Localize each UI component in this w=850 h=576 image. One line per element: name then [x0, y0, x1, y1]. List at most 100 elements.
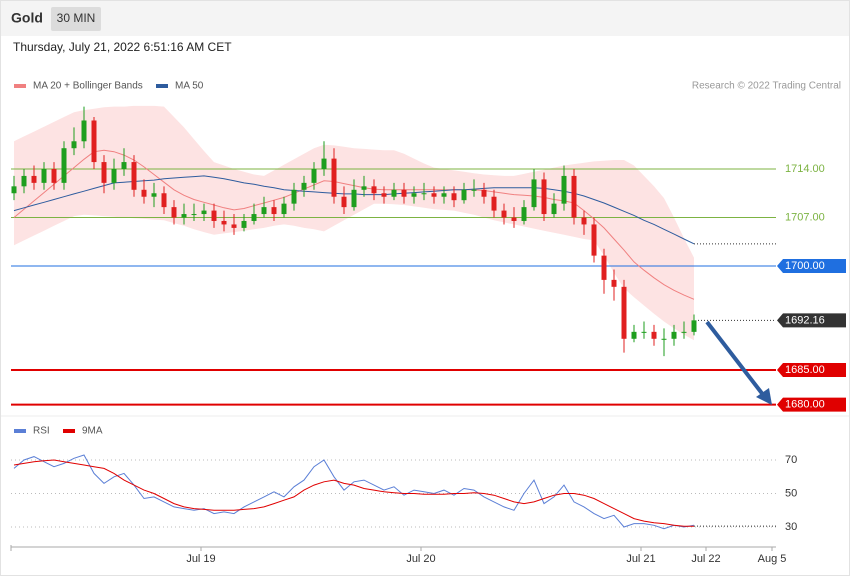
candle-body [281, 203, 287, 215]
bollinger-band [14, 105, 694, 341]
candle-body [191, 214, 197, 216]
candle-body [541, 179, 547, 215]
candle-body [181, 214, 187, 218]
indicator-line [13, 459, 694, 527]
candle-body [11, 186, 17, 194]
level-label: 1700.00 [785, 260, 825, 272]
candle-body [421, 193, 427, 195]
y-tick-label: 70 [785, 454, 797, 466]
candle-body [101, 162, 107, 183]
candle-body [21, 175, 27, 187]
legend-label: MA 50 [175, 81, 204, 92]
timeframe-badge[interactable] [51, 7, 101, 31]
candle-body [91, 120, 97, 163]
legend-swatch [14, 429, 26, 433]
level-label-box [777, 313, 846, 328]
candle-body [31, 175, 37, 183]
candle-body [121, 162, 127, 169]
candle-body [381, 193, 387, 197]
y-tick-label: 30 [785, 521, 797, 533]
candle-body [431, 193, 437, 197]
candle-body [611, 279, 617, 287]
candle-body [311, 169, 317, 183]
indicator-line [13, 454, 695, 530]
x-tick-label: Aug 5 [758, 553, 787, 565]
candle-body [481, 189, 487, 197]
candle-body [301, 182, 307, 190]
candle-body [471, 189, 477, 191]
legend-label: 9MA [82, 426, 103, 437]
candle-body [491, 196, 497, 211]
header-bar [1, 1, 849, 36]
candle-body [571, 175, 577, 218]
source: Research © 2022 Trading Central [692, 81, 841, 92]
candle-body [631, 331, 637, 339]
candle-body [211, 210, 217, 221]
candle-body [371, 186, 377, 194]
candle-body [231, 224, 237, 228]
y-tick-label: 50 [785, 487, 797, 499]
candle-body [581, 217, 587, 225]
forecast-arrow [705, 320, 766, 398]
candle-body [501, 210, 507, 218]
candle-body [251, 214, 257, 221]
candle-body [221, 220, 227, 225]
plot: 1714.00 1707.00 1700.00 1692.16 1685.00 1680.… [10, 105, 846, 565]
candle-body [681, 331, 687, 333]
subtitle: Thursday, July 21, 2022 6:51:16 AM CET [13, 40, 232, 54]
level-label-box [777, 259, 846, 274]
candle-body [341, 196, 347, 208]
candle-body [271, 207, 277, 215]
candle-body [591, 224, 597, 256]
candle-body [291, 189, 297, 204]
candle-body [551, 203, 557, 215]
x-tick-label: Jul 20 [406, 553, 435, 565]
level-label: 1685.00 [785, 364, 825, 376]
candle-body [51, 169, 57, 183]
x-tick-label: Jul 21 [626, 553, 655, 565]
candle-body [651, 331, 657, 339]
candle-body [531, 179, 537, 208]
candle-body [81, 120, 87, 142]
candle-body [451, 193, 457, 201]
legend-swatch [14, 84, 26, 88]
candle-body [361, 186, 367, 190]
candle-body [241, 220, 247, 228]
level-label: 1714.00 [785, 163, 825, 175]
candle-body [351, 189, 357, 208]
forecast-arrowhead [756, 388, 772, 405]
candle-body [261, 207, 267, 215]
timeframe[interactable]: 30 MIN [57, 11, 96, 25]
x-tick-label: Jul 19 [186, 553, 215, 565]
candle-body [111, 169, 117, 183]
chart-title: Gold [11, 10, 43, 26]
candle-body [151, 193, 157, 197]
candle-body [511, 217, 517, 221]
candle-body [621, 286, 627, 339]
candle-body [561, 175, 567, 204]
candle-body [401, 189, 407, 197]
candle-body [321, 158, 327, 169]
x-tick-label: Jul 22 [691, 553, 720, 565]
candle-body [131, 162, 137, 190]
candle-body [61, 148, 67, 183]
level-label: 1707.00 [785, 211, 825, 223]
legend-swatch [63, 429, 75, 433]
level-label: 1680.00 [785, 399, 825, 411]
candle-body [161, 193, 167, 208]
candle-body [171, 207, 177, 218]
candle-body [521, 207, 527, 221]
candle-body [71, 141, 77, 149]
candle-body [461, 189, 467, 201]
legend-swatch [156, 84, 168, 88]
level-label-box [777, 397, 846, 412]
candle-body [601, 255, 607, 280]
candle-body [41, 169, 47, 183]
level-label: 1692.16 [785, 314, 825, 326]
legend-label: RSI [33, 426, 50, 437]
candle-body [411, 193, 417, 197]
candle-body [201, 210, 207, 215]
legend-label: MA 20 + Bollinger Bands [33, 81, 143, 92]
